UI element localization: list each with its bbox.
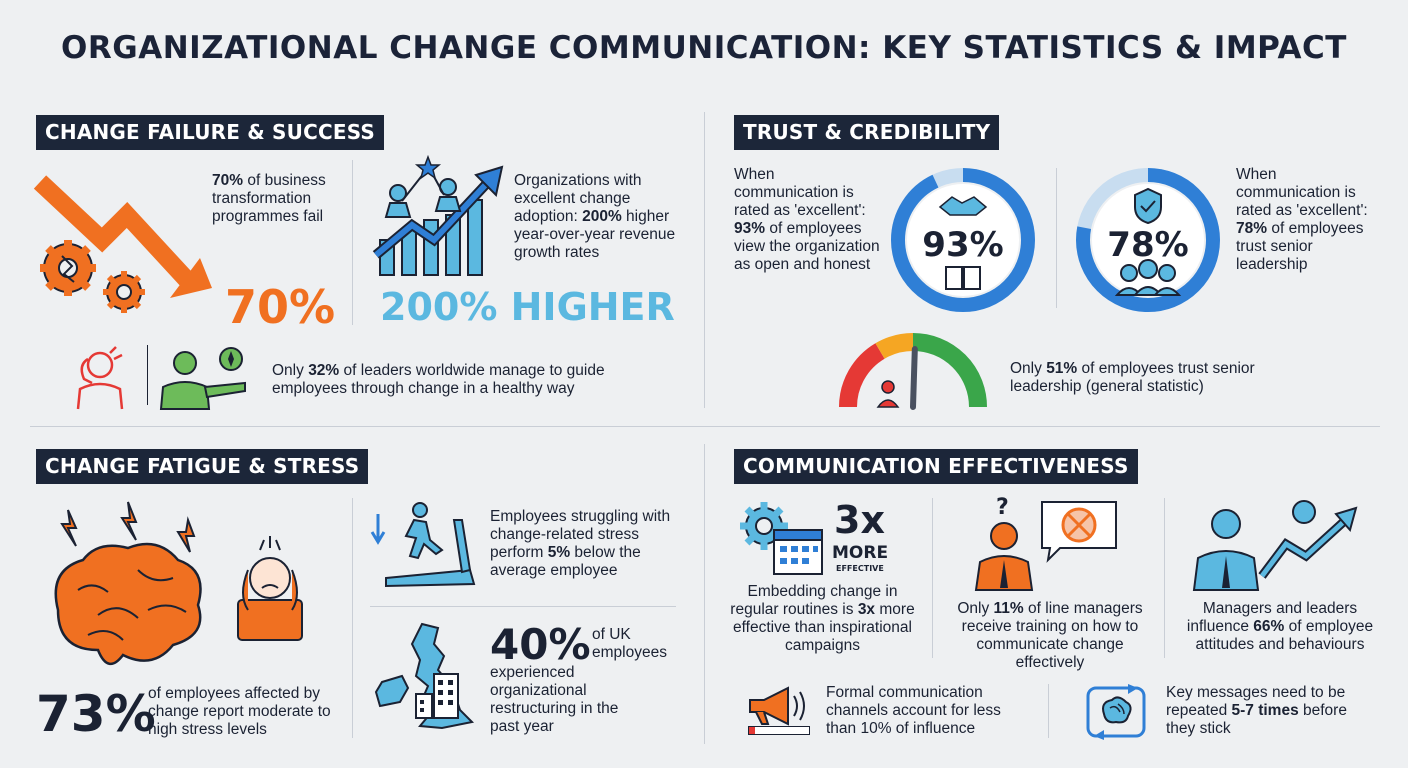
divider [352, 498, 353, 738]
stress-big-number: 73% [36, 685, 156, 743]
three-x-big: 3x [834, 498, 885, 542]
untrained-manager-icon: ? [974, 495, 1117, 591]
trust-gauge [839, 333, 987, 410]
svg-text:?: ? [996, 495, 1009, 520]
center-divider-bottom [704, 444, 705, 744]
ring-93-label: 93% [922, 225, 1004, 265]
influence-stat-text: Managers and leaders influence 66% of em… [1186, 600, 1374, 653]
fail-stat-text: 70% of business transformation programme… [212, 172, 326, 225]
managers-stat-text: Only 11% of line managers receive traini… [957, 600, 1143, 671]
uk-big-number: 40% [490, 620, 591, 669]
growth-stat-text: Organizations with excellent change adop… [514, 172, 676, 261]
section-heading-effectiveness: COMMUNICATION EFFECTIVENESS [734, 449, 1138, 484]
growth-chart-team-icon [372, 154, 504, 276]
center-divider-top [704, 112, 705, 408]
uk-small-text: of UK employees [592, 626, 667, 661]
stress-stat-text: of employees affected by change report m… [148, 685, 331, 738]
trust-right-text: When communication is rated as 'excellen… [1236, 166, 1368, 273]
guiding-leader-icon [159, 347, 246, 410]
growth-big-number: 200% HIGHER [380, 285, 675, 329]
trust-left-text: When communication is rated as 'excellen… [734, 166, 880, 273]
section-heading-trust: TRUST & CREDIBILITY [734, 115, 1000, 150]
middle-divider [30, 426, 1380, 427]
divider [147, 345, 148, 405]
divider [1048, 684, 1049, 738]
stressed-leader-icon [76, 346, 124, 410]
section-heading-fatigue: CHANGE FATIGUE & STRESS [36, 449, 369, 484]
ring-chart-78 [1076, 168, 1220, 312]
formal-influence-bar-track [748, 726, 810, 735]
megaphone-icon [749, 686, 805, 726]
gear-calendar-icon [740, 502, 823, 575]
page-title: ORGANIZATIONAL CHANGE COMMUNICATION: KEY… [61, 30, 1347, 66]
formal-influence-bar-fill [749, 727, 755, 734]
divider [932, 498, 933, 658]
perf-stat-text: Employees struggling with change-related… [490, 508, 671, 579]
divider [1056, 168, 1057, 308]
section-heading-change-failure: CHANGE FAILURE & SUCCESS [36, 115, 385, 150]
divider [370, 606, 676, 607]
divider [1164, 498, 1165, 658]
repeat-stat-text: Key messages need to be repeated 5-7 tim… [1166, 684, 1347, 737]
uk-stat-text: experienced organizational restructuring… [490, 664, 619, 735]
ring-78-label: 78% [1107, 225, 1189, 265]
leaders-stat-text: Only 32% of leaders worldwide manage to … [272, 362, 605, 397]
leaders-influence-icon [1192, 500, 1358, 591]
three-x-effective: EFFECTIVE [836, 564, 884, 573]
gauge-stat-text: Only 51% of employees trust senior leade… [1010, 360, 1255, 395]
formal-stat-text: Formal communication channels account fo… [826, 684, 1001, 737]
routine-stat-text: Embedding change in regular routines is … [730, 583, 915, 654]
treadmill-runner-icon [370, 502, 476, 588]
stressed-brain-icon [54, 501, 303, 665]
fail-big-number: 70% [225, 280, 336, 334]
uk-map-buildings-icon [374, 622, 475, 730]
ring-chart-93 [891, 168, 1035, 312]
three-x-more: MORE [832, 543, 889, 563]
divider [352, 160, 353, 325]
failing-arrow-gears-icon [33, 175, 212, 313]
repeat-brain-icon [1086, 684, 1146, 740]
